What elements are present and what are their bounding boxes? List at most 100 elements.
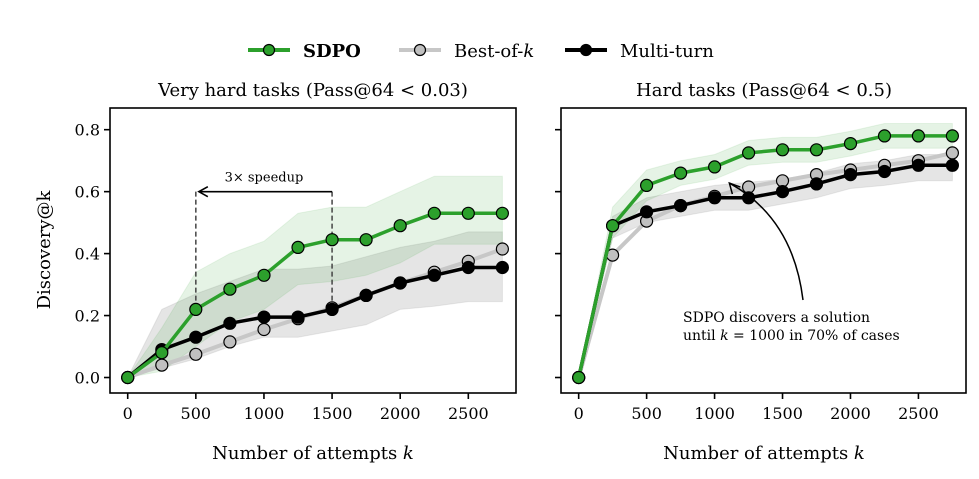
- point-sdpo: [495, 206, 509, 220]
- point-sdpo: [809, 143, 824, 157]
- point-multiturn: [707, 191, 722, 205]
- point-sdpo: [639, 178, 654, 192]
- x-tick-label: 2000: [380, 404, 421, 423]
- point-bestofk: [155, 358, 169, 372]
- point-sdpo: [775, 143, 790, 157]
- point-multiturn: [291, 310, 305, 324]
- y-tick-label: 0.4: [75, 245, 100, 264]
- point-multiturn: [495, 260, 509, 275]
- point-bestofk: [257, 322, 271, 337]
- point-sdpo: [707, 160, 722, 174]
- speedup-label: 3× speedup: [225, 171, 304, 186]
- point-sdpo: [359, 233, 373, 247]
- plot-frame: [109, 107, 517, 394]
- x-tick-label: 0: [574, 404, 584, 423]
- legend: SDPO Best-of-k Multi-turn: [248, 41, 714, 62]
- point-multiturn: [257, 310, 271, 324]
- point-sdpo: [461, 206, 475, 220]
- legend-label-best-of-k-text: Best-of-: [454, 41, 523, 62]
- point-sdpo: [741, 146, 756, 160]
- legend-marker-sdpo: [262, 43, 276, 57]
- point-bestofk: [495, 242, 509, 256]
- legend-label-sdpo: SDPO: [303, 41, 361, 62]
- point-sdpo: [155, 346, 169, 360]
- point-sdpo: [121, 370, 135, 385]
- point-multiturn: [843, 168, 858, 182]
- speedup-arrow-head: [197, 185, 209, 198]
- legend-label-best-of-k-k: k: [523, 41, 534, 62]
- x-axis-label-very-hard: Number of attempts k: [212, 443, 414, 464]
- y-tick-label: 0.0: [75, 369, 100, 388]
- point-multiturn: [359, 288, 373, 302]
- x-axis-label-hard: Number of attempts k: [663, 443, 865, 464]
- point-multiturn: [809, 177, 824, 191]
- y-tick-label: 0.8: [75, 121, 100, 140]
- legend-item-multi-turn: Multi-turn: [565, 41, 714, 62]
- point-multiturn: [639, 205, 654, 219]
- point-sdpo: [673, 166, 688, 180]
- point-sdpo: [877, 129, 892, 143]
- point-sdpo: [223, 282, 237, 296]
- panel-title-very-hard: Very hard tasks (Pass@64 < 0.03): [157, 80, 468, 101]
- legend-item-sdpo: SDPO: [248, 41, 361, 62]
- callout-text-pre: until: [683, 328, 720, 344]
- panel-title-hard: Hard tasks (Pass@64 < 0.5): [636, 80, 892, 101]
- point-multiturn: [393, 276, 407, 290]
- callout-arrow-head: [728, 181, 741, 195]
- point-sdpo: [189, 302, 203, 316]
- x-tick-label: 1500: [312, 404, 353, 423]
- panel-very-hard: Very hard tasks (Pass@64 < 0.03) 3× spee…: [34, 80, 517, 464]
- legend-label-best-of-k: Best-of-k: [454, 41, 534, 62]
- point-sdpo: [911, 129, 926, 143]
- point-sdpo: [257, 268, 271, 282]
- y-tick-label: 0.6: [75, 183, 100, 202]
- point-multiturn: [877, 164, 892, 179]
- legend-marker-best-of-k: [413, 43, 427, 57]
- point-bestofk: [775, 174, 790, 188]
- callout-text-line2: until k = 1000 in 70% of cases: [683, 328, 900, 344]
- point-sdpo: [572, 370, 586, 385]
- point-multiturn: [945, 158, 960, 172]
- point-sdpo: [427, 206, 441, 220]
- plot-area-very-hard: 3× speedup 0 500 1000 1500 2000 2500 0.0 0.2 0.4 0…: [75, 107, 517, 423]
- callout-arrow-line: [729, 182, 804, 301]
- point-multiturn: [911, 158, 926, 172]
- x-axis-label-k: k: [403, 443, 414, 464]
- y-tick-label: 0.2: [75, 307, 100, 326]
- point-sdpo: [291, 240, 305, 254]
- point-sdpo: [325, 233, 339, 247]
- point-sdpo: [843, 137, 858, 151]
- callout-text-post: = 1000 in 70% of cases: [729, 328, 900, 344]
- plot-frame: [560, 107, 967, 394]
- plot-area-hard: SDPO discovers a solution until k = 1000 …: [555, 107, 967, 423]
- callout-text-k: k: [720, 328, 728, 344]
- x-tick-label: 500: [181, 404, 212, 423]
- x-tick-label: 2500: [898, 404, 939, 423]
- point-multiturn: [325, 302, 339, 316]
- panel-hard: Hard tasks (Pass@64 < 0.5) SDPO discover…: [555, 80, 967, 464]
- x-axis-label-text: Number of attempts: [663, 443, 854, 464]
- point-multiturn: [741, 191, 756, 205]
- x-axis-label-text: Number of attempts: [212, 443, 403, 464]
- point-sdpo: [945, 129, 960, 143]
- point-bestofk: [741, 180, 756, 194]
- point-sdpo: [605, 219, 620, 233]
- point-multiturn: [427, 268, 441, 282]
- legend-item-best-of-k: Best-of-k: [399, 41, 534, 62]
- point-multiturn: [775, 185, 790, 199]
- legend-marker-multi-turn: [579, 43, 593, 57]
- point-bestofk: [223, 335, 237, 349]
- x-tick-label: 1000: [244, 404, 285, 423]
- x-tick-label: 2500: [448, 404, 489, 423]
- point-bestofk: [945, 146, 960, 160]
- y-axis-label: Discovery@k: [34, 189, 55, 309]
- point-multiturn: [189, 330, 203, 344]
- point-multiturn: [461, 260, 475, 275]
- x-tick-label: 2000: [830, 404, 871, 423]
- x-tick-label: 0: [123, 404, 133, 423]
- point-multiturn: [223, 316, 237, 330]
- legend-label-multi-turn: Multi-turn: [620, 41, 714, 62]
- point-sdpo: [393, 219, 407, 233]
